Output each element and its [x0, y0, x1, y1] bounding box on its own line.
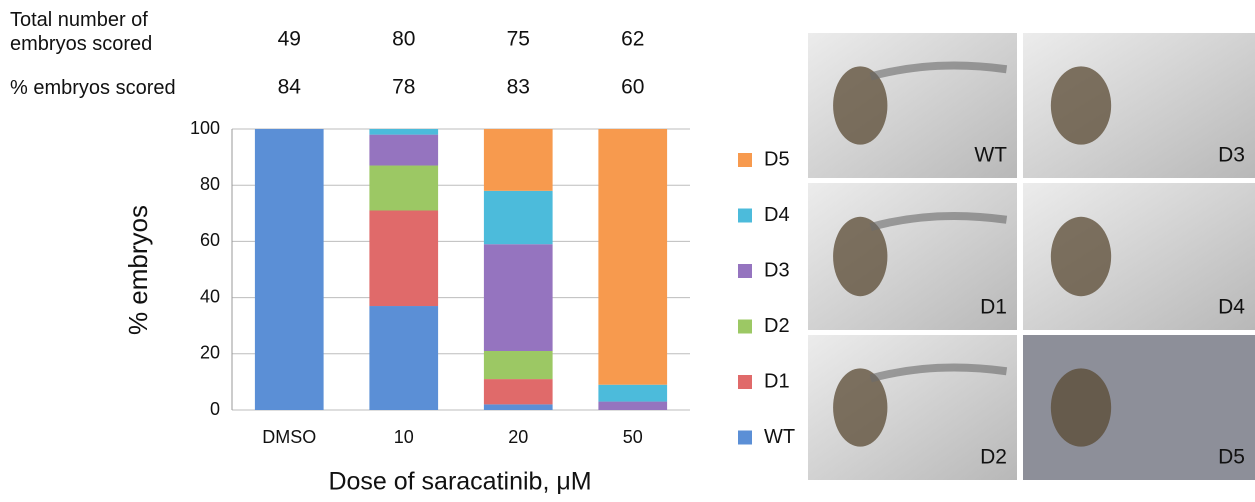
- y-tick-label: 100: [190, 118, 220, 138]
- bar-segment: [369, 210, 438, 306]
- x-tick-label: 10: [394, 427, 414, 447]
- annotation-value: 75: [507, 28, 530, 51]
- page: Total number of embryos scored % embryos…: [0, 0, 1255, 502]
- panel-label: D4: [1218, 296, 1245, 319]
- y-tick-label: 80: [200, 174, 220, 194]
- bar-segment: [369, 135, 438, 166]
- bar-segment: [598, 129, 667, 385]
- bar-segment: [484, 191, 553, 244]
- legend-swatch: [738, 153, 752, 167]
- bar-segment: [484, 129, 553, 191]
- bar-segment: [484, 244, 553, 351]
- bar-segment: [255, 129, 324, 410]
- bar-segment: [598, 402, 667, 410]
- legend-label: D5: [764, 148, 790, 170]
- panel-label: D3: [1218, 144, 1245, 167]
- x-tick-label: 20: [508, 427, 528, 447]
- x-tick-label: 50: [623, 427, 643, 447]
- legend-swatch: [738, 209, 752, 223]
- x-tick-label: DMSO: [262, 427, 316, 447]
- bar-segment: [369, 306, 438, 410]
- y-tick-label: 40: [200, 286, 220, 306]
- bar-segment: [484, 404, 553, 410]
- legend-swatch: [738, 264, 752, 278]
- legend-swatch: [738, 320, 752, 334]
- annotation-value: 60: [621, 76, 644, 99]
- y-axis-label: % embryos: [123, 205, 153, 335]
- panel-label: D5: [1218, 446, 1245, 469]
- legend-label: D2: [764, 315, 790, 337]
- bar-segment: [484, 351, 553, 379]
- embryo-yolk: [1051, 217, 1111, 296]
- legend-label: D4: [764, 204, 790, 226]
- bar-segment: [484, 379, 553, 404]
- chart: % embryos Dose of saracatinib, μM 0 20 40 6…: [0, 0, 1255, 502]
- legend-swatch: [738, 431, 752, 445]
- panel-label: D2: [980, 446, 1007, 469]
- y-tick-label: 0: [210, 399, 220, 419]
- legend-label: WT: [764, 426, 795, 448]
- embryo-yolk: [1051, 66, 1111, 144]
- embryo-yolk: [1051, 368, 1111, 446]
- y-tick-label: 20: [200, 343, 220, 363]
- bar-segment: [369, 166, 438, 211]
- annotation-value: 80: [392, 28, 415, 51]
- bar-segment: [598, 385, 667, 402]
- annotation-value: 78: [392, 76, 415, 99]
- annotation-value: 84: [278, 76, 302, 99]
- legend-label: D1: [764, 370, 790, 392]
- annotation-value: 62: [621, 28, 644, 51]
- x-axis-label: Dose of saracatinib, μM: [328, 468, 591, 496]
- y-tick-label: 60: [200, 230, 220, 250]
- annotation-value: 49: [278, 28, 301, 51]
- annotation-value: 83: [507, 76, 530, 99]
- panel-label: WT: [974, 144, 1007, 167]
- legend-swatch: [738, 375, 752, 389]
- legend-label: D3: [764, 259, 790, 281]
- panel-label: D1: [980, 296, 1007, 319]
- bar-segment: [369, 129, 438, 135]
